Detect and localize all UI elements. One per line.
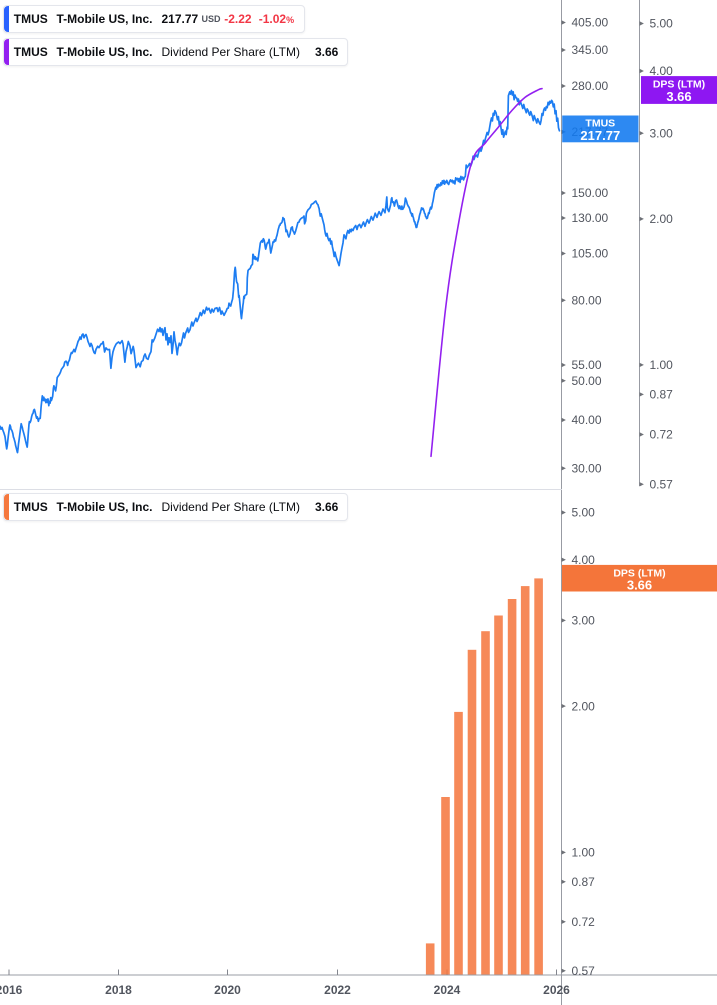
svg-text:4.00: 4.00: [572, 553, 596, 567]
svg-text:3.00: 3.00: [572, 614, 596, 628]
svg-text:40.00: 40.00: [572, 413, 602, 427]
svg-text:2.00: 2.00: [650, 212, 674, 226]
svg-text:0.57: 0.57: [572, 964, 596, 978]
svg-text:50.00: 50.00: [572, 374, 602, 388]
svg-text:30.00: 30.00: [572, 462, 602, 476]
svg-text:0.72: 0.72: [572, 915, 596, 929]
svg-text:0.72: 0.72: [650, 428, 674, 442]
svg-text:0.87: 0.87: [650, 388, 674, 402]
svg-text:DPS (LTM): DPS (LTM): [653, 79, 705, 91]
svg-text:2024: 2024: [434, 983, 461, 997]
svg-text:217.77: 217.77: [580, 128, 620, 143]
svg-text:280.00: 280.00: [572, 79, 609, 93]
svg-text:1.00: 1.00: [650, 358, 674, 372]
svg-text:2026: 2026: [543, 983, 570, 997]
svg-text:130.00: 130.00: [572, 211, 609, 225]
svg-text:150.00: 150.00: [572, 186, 609, 200]
svg-text:80.00: 80.00: [572, 294, 602, 308]
svg-text:2022: 2022: [324, 983, 351, 997]
svg-text:3.00: 3.00: [650, 126, 674, 140]
svg-text:2018: 2018: [105, 983, 132, 997]
svg-text:0.57: 0.57: [650, 478, 674, 492]
svg-text:5.00: 5.00: [650, 17, 674, 31]
svg-text:0.87: 0.87: [572, 875, 596, 889]
svg-text:2020: 2020: [214, 983, 241, 997]
svg-text:5.00: 5.00: [572, 506, 596, 520]
svg-text:DPS (LTM): DPS (LTM): [613, 567, 665, 579]
svg-text:405.00: 405.00: [572, 16, 609, 30]
svg-text:105.00: 105.00: [572, 247, 609, 261]
svg-text:2016: 2016: [0, 983, 23, 997]
svg-text:55.00: 55.00: [572, 358, 602, 372]
svg-text:3.66: 3.66: [627, 578, 652, 593]
svg-text:1.00: 1.00: [572, 846, 596, 860]
svg-text:345.00: 345.00: [572, 43, 609, 57]
svg-text:4.00: 4.00: [650, 64, 674, 78]
svg-text:2.00: 2.00: [572, 699, 596, 713]
svg-text:3.66: 3.66: [666, 89, 691, 104]
svg-text:TMUS: TMUS: [585, 118, 615, 130]
